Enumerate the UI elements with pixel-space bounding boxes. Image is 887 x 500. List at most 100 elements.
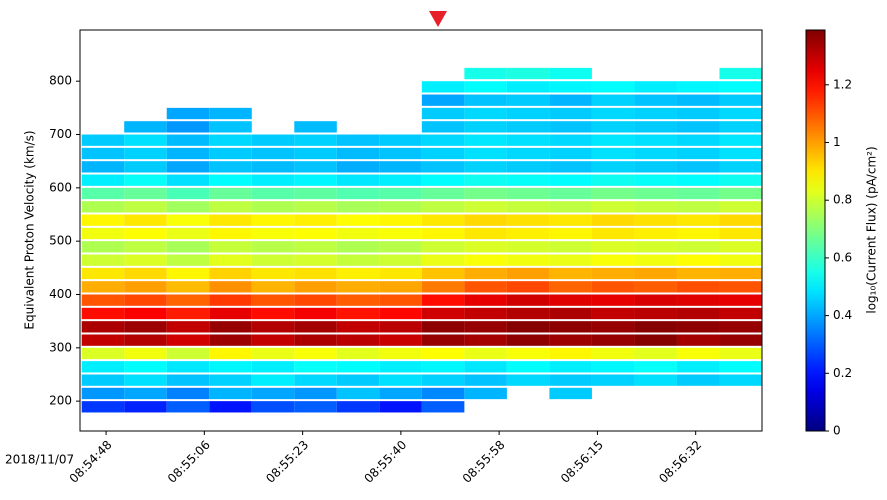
heatmap-cell bbox=[506, 94, 550, 106]
heatmap-cell bbox=[251, 347, 295, 360]
heatmap-cell bbox=[464, 321, 507, 333]
heatmap-cell bbox=[294, 214, 337, 226]
heatmap-cell bbox=[251, 321, 295, 333]
colorbar-tick-label: 0.8 bbox=[833, 193, 852, 207]
heatmap-cell bbox=[251, 307, 295, 320]
heatmap-cell bbox=[294, 161, 337, 173]
heatmap-cell bbox=[719, 334, 762, 346]
heatmap-cell bbox=[209, 241, 252, 253]
heatmap-cell bbox=[379, 267, 422, 280]
heatmap-cell bbox=[464, 81, 507, 93]
heatmap-cell bbox=[719, 241, 762, 253]
heatmap-cell bbox=[506, 214, 550, 226]
heatmap-cell bbox=[209, 161, 252, 173]
date-label: 2018/11/07 bbox=[5, 453, 74, 467]
heatmap-cell bbox=[421, 321, 465, 333]
heatmap-cell bbox=[166, 254, 210, 266]
heatmap-cell bbox=[294, 134, 337, 146]
heatmap-cell bbox=[124, 161, 167, 173]
heatmap-cell bbox=[464, 241, 507, 253]
heatmap-cell bbox=[549, 374, 592, 386]
heatmap-cell bbox=[634, 187, 677, 200]
heatmap-cell bbox=[506, 241, 550, 253]
heatmap-cell bbox=[336, 174, 380, 186]
heatmap-cell bbox=[294, 121, 337, 133]
heatmap-cell bbox=[294, 361, 337, 373]
heatmap-cell bbox=[336, 401, 380, 413]
heatmap-cell bbox=[124, 307, 167, 320]
heatmap-cell bbox=[591, 227, 635, 240]
heatmap-cell bbox=[591, 81, 635, 93]
y-tick-label: 700 bbox=[49, 127, 72, 141]
heatmap-cell bbox=[719, 161, 762, 173]
heatmap-cell bbox=[166, 401, 210, 413]
heatmap-cell bbox=[676, 134, 720, 146]
heatmap-cell bbox=[166, 214, 210, 226]
y-axis-label: Equivalent Proton Velocity (km/s) bbox=[23, 130, 37, 329]
heatmap-cell bbox=[591, 307, 635, 320]
heatmap-cell bbox=[676, 374, 720, 386]
heatmap-cell bbox=[251, 401, 295, 413]
heatmap-cell bbox=[294, 281, 337, 293]
heatmap-cell bbox=[336, 321, 380, 333]
heatmap-cell bbox=[676, 94, 720, 106]
heatmap-cell bbox=[591, 214, 635, 226]
heatmap-cell bbox=[506, 187, 550, 200]
heatmap-cell bbox=[464, 227, 507, 240]
heatmap-cell bbox=[506, 147, 550, 160]
heatmap-cell bbox=[464, 121, 507, 133]
heatmap-cell bbox=[251, 147, 295, 160]
heatmap-cell bbox=[676, 227, 720, 240]
heatmap-cell bbox=[166, 294, 210, 306]
heatmap-cell bbox=[209, 281, 252, 293]
heatmap-cell bbox=[549, 147, 592, 160]
heatmap-cell bbox=[209, 401, 252, 413]
x-tick-label: 08:55:58 bbox=[460, 438, 508, 486]
heatmap-cell bbox=[676, 307, 720, 320]
heatmap-cell bbox=[591, 134, 635, 146]
heatmap-cell bbox=[506, 161, 550, 173]
heatmap-cell bbox=[506, 81, 550, 93]
heatmap-cell bbox=[634, 254, 677, 266]
heatmap-cell bbox=[719, 201, 762, 213]
heatmap-cell bbox=[549, 81, 592, 93]
heatmap-cell bbox=[336, 147, 380, 160]
heatmap-cell bbox=[676, 254, 720, 266]
heatmap-cell bbox=[549, 201, 592, 213]
heatmap-cell bbox=[549, 174, 592, 186]
heatmap-cell bbox=[336, 241, 380, 253]
heatmap-cell bbox=[676, 214, 720, 226]
heatmap-cell bbox=[81, 361, 125, 373]
heatmap-cell bbox=[379, 347, 422, 360]
heatmap-cell bbox=[464, 254, 507, 266]
heatmap-cell bbox=[294, 387, 337, 400]
heatmap-cell bbox=[464, 214, 507, 226]
heatmap-cell bbox=[379, 241, 422, 253]
heatmap-cell bbox=[676, 281, 720, 293]
heatmap-cell bbox=[506, 107, 550, 120]
heatmap-cell bbox=[464, 134, 507, 146]
heatmap-cell bbox=[294, 201, 337, 213]
plot-frame bbox=[79, 29, 763, 432]
heatmap-cell bbox=[251, 214, 295, 226]
heatmap-cell bbox=[464, 201, 507, 213]
heatmap-cell bbox=[506, 174, 550, 186]
heatmap-cell bbox=[591, 174, 635, 186]
heatmap-cell bbox=[336, 374, 380, 386]
heatmap-cell bbox=[421, 347, 465, 360]
heatmap-cell bbox=[81, 161, 125, 173]
heatmap-cell bbox=[379, 187, 422, 200]
heatmap-cell bbox=[336, 227, 380, 240]
heatmap-cell bbox=[379, 227, 422, 240]
heatmap-cell bbox=[336, 201, 380, 213]
heatmap-cell bbox=[124, 147, 167, 160]
heatmap-cell bbox=[124, 187, 167, 200]
heatmap-cell bbox=[379, 281, 422, 293]
heatmap-cell bbox=[166, 107, 210, 120]
heatmap-cell bbox=[421, 294, 465, 306]
heatmap-cell bbox=[209, 121, 252, 133]
heatmap-cell bbox=[81, 307, 125, 320]
heatmap-cell bbox=[634, 161, 677, 173]
heatmap-cell bbox=[464, 161, 507, 173]
y-tick-label: 400 bbox=[49, 287, 72, 301]
